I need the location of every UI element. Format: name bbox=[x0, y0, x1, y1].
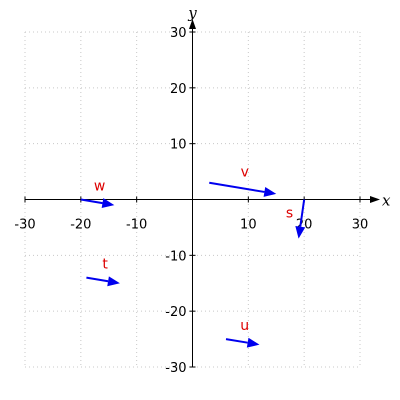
vector-v: v bbox=[209, 164, 277, 197]
y-tick-label: 10 bbox=[170, 138, 187, 153]
y-tick-label: 30 bbox=[170, 26, 187, 41]
vector-arrowhead bbox=[295, 225, 306, 239]
x-axis-label: x bbox=[382, 192, 391, 210]
vector-shaft bbox=[80, 198, 103, 205]
vector-label: v bbox=[241, 164, 249, 180]
vector-shaft bbox=[225, 338, 248, 344]
x-tick-label: -20 bbox=[70, 218, 91, 233]
vector-w: w bbox=[80, 178, 115, 209]
y-tick-label: 20 bbox=[170, 82, 187, 97]
vector-shaft bbox=[86, 276, 109, 283]
vector-u: u bbox=[225, 318, 260, 348]
vector-arrowhead bbox=[246, 337, 260, 348]
vectors: v w s t u bbox=[80, 164, 306, 348]
y-tick-label: -10 bbox=[165, 249, 186, 264]
vector-label: t bbox=[102, 257, 108, 273]
vector-t: t bbox=[86, 257, 120, 287]
vector-shaft bbox=[209, 181, 265, 193]
x-tick-label: -10 bbox=[126, 218, 147, 233]
vector-arrowhead bbox=[107, 276, 120, 287]
vector-label: u bbox=[240, 318, 249, 334]
vector-shaft bbox=[299, 199, 306, 227]
y-axis-label: y bbox=[187, 4, 197, 22]
vector-label: w bbox=[94, 178, 105, 194]
x-tick-label: 30 bbox=[352, 218, 369, 233]
vector-s: s bbox=[286, 199, 306, 239]
vector-label: s bbox=[286, 205, 293, 221]
vector-arrowhead bbox=[263, 187, 277, 197]
y-tick-label: -30 bbox=[165, 361, 186, 376]
x-axis-arrowhead bbox=[370, 196, 380, 203]
x-tick-label: -30 bbox=[14, 218, 35, 233]
y-axis-arrowhead bbox=[189, 19, 196, 29]
y-tick-label: -20 bbox=[165, 305, 186, 320]
x-tick-label: 10 bbox=[240, 218, 257, 233]
axes: x y bbox=[25, 4, 391, 367]
vector-arrowhead bbox=[101, 198, 115, 209]
